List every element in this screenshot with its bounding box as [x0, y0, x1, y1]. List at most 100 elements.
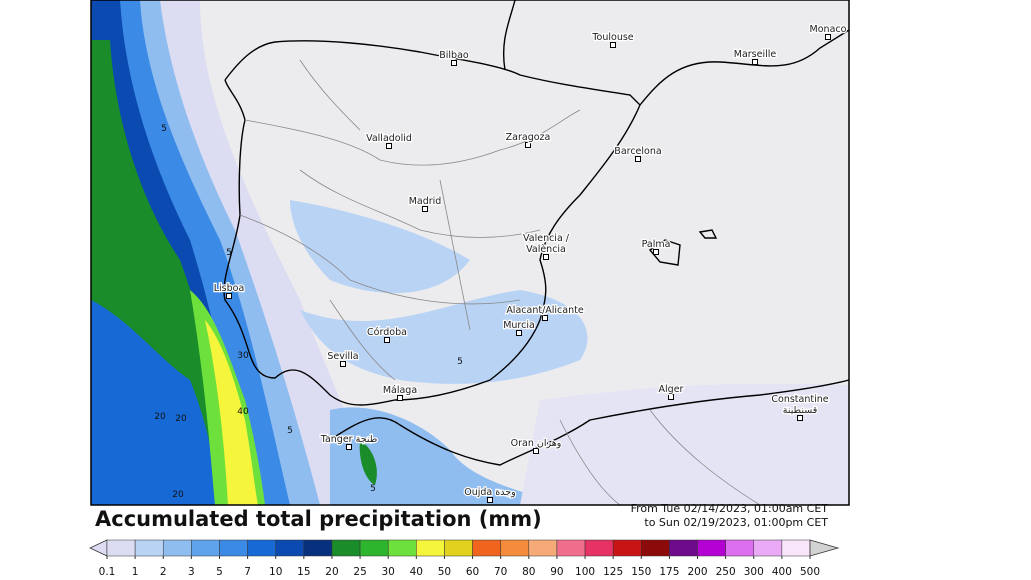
colorbar-swatch — [669, 539, 698, 557]
contour-label: 5 — [226, 248, 232, 258]
city-label: Alacant/Alicante — [506, 305, 584, 316]
colorbar-swatch — [162, 539, 192, 557]
colorbar-swatch — [247, 539, 276, 557]
colorbar-swatch — [584, 539, 614, 557]
city-marker — [451, 60, 457, 66]
city-marker — [668, 394, 674, 400]
city-label: قسنطينة — [783, 405, 818, 416]
colorbar-label: 5 — [216, 566, 223, 578]
city-label: Monaco — [810, 24, 847, 35]
colorbar-label: 0.1 — [99, 566, 116, 578]
colorbar-label: 200 — [687, 566, 707, 578]
city-label: Lisboa — [214, 283, 245, 294]
colorbar-label: 30 — [382, 566, 395, 578]
colorbar-label: 1 — [132, 566, 139, 578]
city-marker — [797, 415, 803, 421]
colorbar-label: 250 — [716, 566, 736, 578]
colorbar-swatch — [753, 539, 783, 557]
city-marker — [226, 293, 232, 299]
colorbar-swatch — [500, 539, 530, 557]
colorbar-swatch — [191, 539, 220, 557]
city-marker — [635, 156, 641, 162]
contour-label: 5 — [287, 426, 293, 436]
city-marker — [386, 143, 392, 149]
colorbar-swatch — [697, 539, 726, 557]
colorbar-swatch — [528, 539, 558, 557]
city-label: Barcelona — [614, 146, 661, 157]
contour-label: 5 — [457, 357, 463, 367]
contour-label: 20 — [154, 412, 166, 422]
colorbar-swatch — [359, 539, 389, 557]
colorbar-label: 40 — [410, 566, 423, 578]
colorbar-label: 175 — [659, 566, 679, 578]
city-label: Palma — [642, 239, 671, 250]
colorbar-label: 3 — [188, 566, 195, 578]
colorbar-label: 50 — [438, 566, 451, 578]
colorbar-arrow-right — [809, 539, 840, 557]
colorbar-label: 10 — [269, 566, 282, 578]
contour-label: 40 — [237, 407, 249, 417]
colorbar-swatch — [416, 539, 445, 557]
colorbar-swatch — [106, 539, 136, 557]
colorbar-label: 125 — [603, 566, 623, 578]
colorbar-label: 7 — [244, 566, 251, 578]
city-label: Oujda وجدة — [464, 487, 515, 498]
colorbar-label: 500 — [800, 566, 820, 578]
contour-label: 5 — [370, 484, 376, 494]
city-label: Valencia / — [523, 233, 570, 244]
colorbar-label: 80 — [522, 566, 535, 578]
colorbar-label: 100 — [575, 566, 595, 578]
date-from: From Tue 02/14/2023, 01:00am CET — [631, 502, 829, 515]
city-label: Madrid — [409, 196, 442, 207]
colorbar-label: 2 — [160, 566, 167, 578]
city-label: Zaragoza — [506, 132, 551, 143]
colorbar-swatch — [134, 539, 164, 557]
city-marker — [825, 34, 831, 40]
colorbar-swatch — [472, 539, 501, 557]
colorbar-label: 60 — [466, 566, 479, 578]
colorbar-label: 300 — [744, 566, 764, 578]
city-marker — [340, 361, 346, 367]
colorbar-swatch — [444, 539, 473, 557]
contour-labels: 5 5 5 5 5 20 20 20 30 40 — [154, 124, 463, 500]
colorbar: 0.1 1 2 3 5 7 10 15 20 25 30 40 50 60 70 80 90 100 125 150 1… — [89, 539, 840, 578]
city-label: Málaga — [383, 385, 417, 396]
city-marker — [543, 254, 549, 260]
city-label: Constantine — [771, 394, 828, 405]
colorbar-swatch — [556, 539, 586, 557]
city-marker — [610, 42, 616, 48]
map-title: Accumulated total precipitation (mm) — [95, 507, 542, 531]
city-label: Valladolid — [366, 133, 412, 144]
city-label: València — [526, 244, 566, 255]
city-label: Bilbao — [439, 50, 469, 61]
colorbar-swatch — [781, 539, 811, 557]
city-marker — [525, 142, 531, 148]
city-marker — [752, 59, 758, 65]
city-label: Toulouse — [591, 32, 633, 43]
contour-label: 20 — [175, 414, 187, 424]
map — [90, 0, 850, 506]
city-label: Córdoba — [367, 327, 407, 338]
city-label: Tanger طنجة — [320, 434, 378, 445]
colorbar-label: 25 — [353, 566, 366, 578]
city-marker — [422, 206, 428, 212]
colorbar-swatch — [331, 539, 361, 557]
city-marker — [346, 444, 352, 450]
city-marker — [542, 315, 548, 321]
colorbar-swatch — [275, 539, 305, 557]
city-marker — [487, 497, 493, 503]
colorbar-label: 20 — [325, 566, 338, 578]
colorbar-swatch — [725, 539, 755, 557]
city-marker — [384, 337, 390, 343]
contour-label: 20 — [172, 490, 184, 500]
city-label: Sevilla — [327, 351, 358, 362]
colorbar-swatch — [387, 539, 417, 557]
city-marker — [653, 249, 659, 255]
city-marker — [516, 330, 522, 336]
colorbar-swatch — [641, 539, 670, 557]
date-to: to Sun 02/19/2023, 01:00pm CET — [644, 516, 828, 529]
colorbar-swatch — [612, 539, 642, 557]
colorbar-label: 70 — [494, 566, 507, 578]
city-labels: Bilbao Toulouse Marseille Monaco Valladolid Z… — [212, 23, 848, 503]
